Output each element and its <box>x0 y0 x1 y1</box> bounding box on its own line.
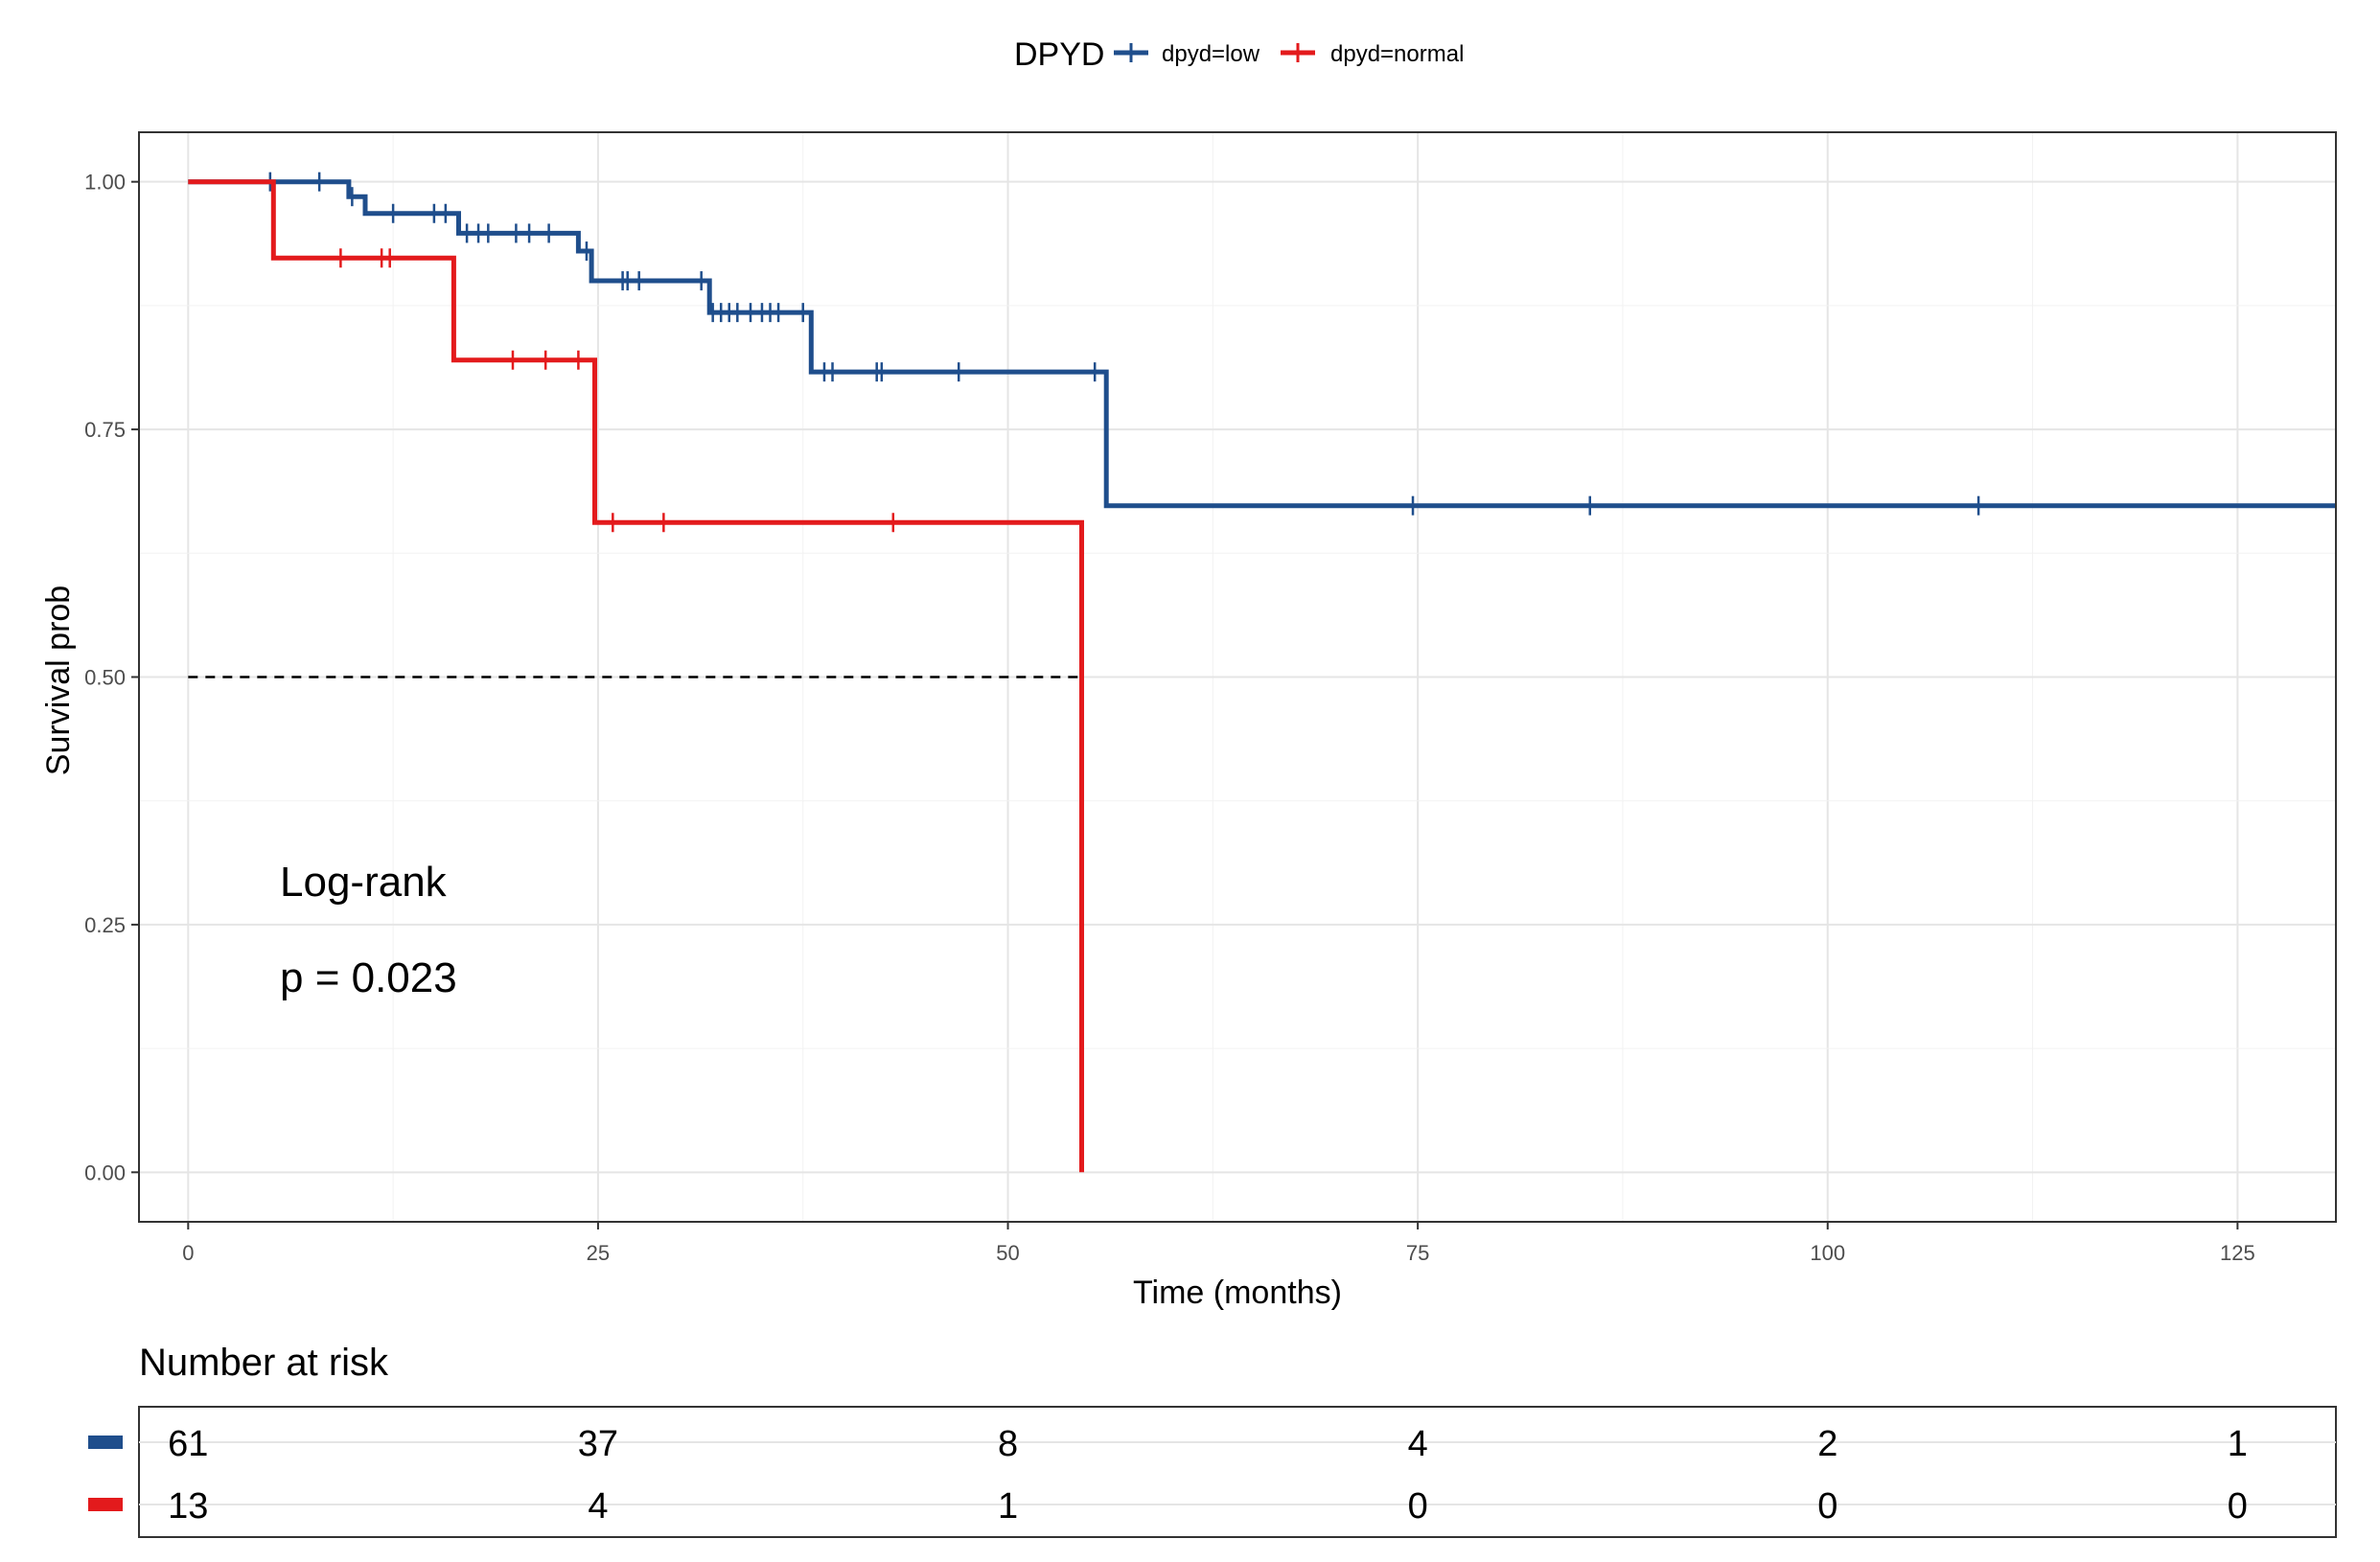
y-tick-label: 0.50 <box>84 666 126 690</box>
x-tick-label: 25 <box>587 1241 610 1265</box>
x-axis-ticks: 0 25 50 75 100 125 <box>182 1222 2255 1265</box>
risk-count: 1 <box>2228 1424 2248 1464</box>
risk-count: 8 <box>998 1424 1018 1464</box>
risk-count: 0 <box>2228 1486 2248 1527</box>
curve-dpyd=normal <box>188 179 1084 1173</box>
annotation-pvalue: p = 0.023 <box>280 954 457 1001</box>
risk-count: 61 <box>168 1424 208 1464</box>
risk-table-border <box>138 1406 2337 1538</box>
risk-count: 4 <box>1408 1424 1428 1464</box>
y-tick-label: 0.75 <box>84 418 126 442</box>
y-tick-label: 0.25 <box>84 913 126 937</box>
risk-count: 0 <box>1408 1486 1428 1527</box>
risk-count: 4 <box>588 1486 608 1527</box>
curve-dpyd=low <box>188 179 2336 509</box>
legend: DPYD dpyd=low dpyd=normal <box>1014 36 1464 73</box>
y-tick-label: 1.00 <box>84 171 126 195</box>
legend-label-low: dpyd=low <box>1162 41 1260 67</box>
risk-table: 61 37 8 4 2 1 13 4 1 0 0 0 <box>88 1424 2336 1527</box>
y-tick-label: 0.00 <box>84 1160 126 1184</box>
survival-curves <box>188 172 2336 1173</box>
risk-table-title: Number at risk <box>139 1342 389 1384</box>
y-axis-ticks: 0.00 0.25 0.50 0.75 1.00 <box>84 171 139 1184</box>
risk-row-key-dpyd=low <box>88 1436 123 1449</box>
risk-count: 37 <box>578 1424 618 1464</box>
risk-count: 0 <box>1817 1486 1837 1527</box>
grid <box>139 132 2336 1222</box>
legend-title: DPYD <box>1014 36 1104 73</box>
x-tick-label: 0 <box>182 1241 194 1265</box>
x-tick-label: 100 <box>1810 1241 1845 1265</box>
x-tick-label: 75 <box>1406 1241 1429 1265</box>
legend-label-normal: dpyd=normal <box>1330 41 1464 67</box>
x-tick-label: 50 <box>996 1241 1019 1265</box>
risk-row-key-dpyd=normal <box>88 1498 123 1511</box>
risk-count: 2 <box>1817 1424 1837 1464</box>
x-tick-label: 125 <box>2220 1241 2255 1265</box>
y-axis-title: Survival prob <box>40 586 77 775</box>
annotation-logrank: Log-rank <box>280 859 448 906</box>
risk-count: 1 <box>998 1486 1018 1527</box>
risk-count: 13 <box>168 1486 208 1527</box>
x-axis-title: Time (months) <box>1133 1275 1342 1311</box>
